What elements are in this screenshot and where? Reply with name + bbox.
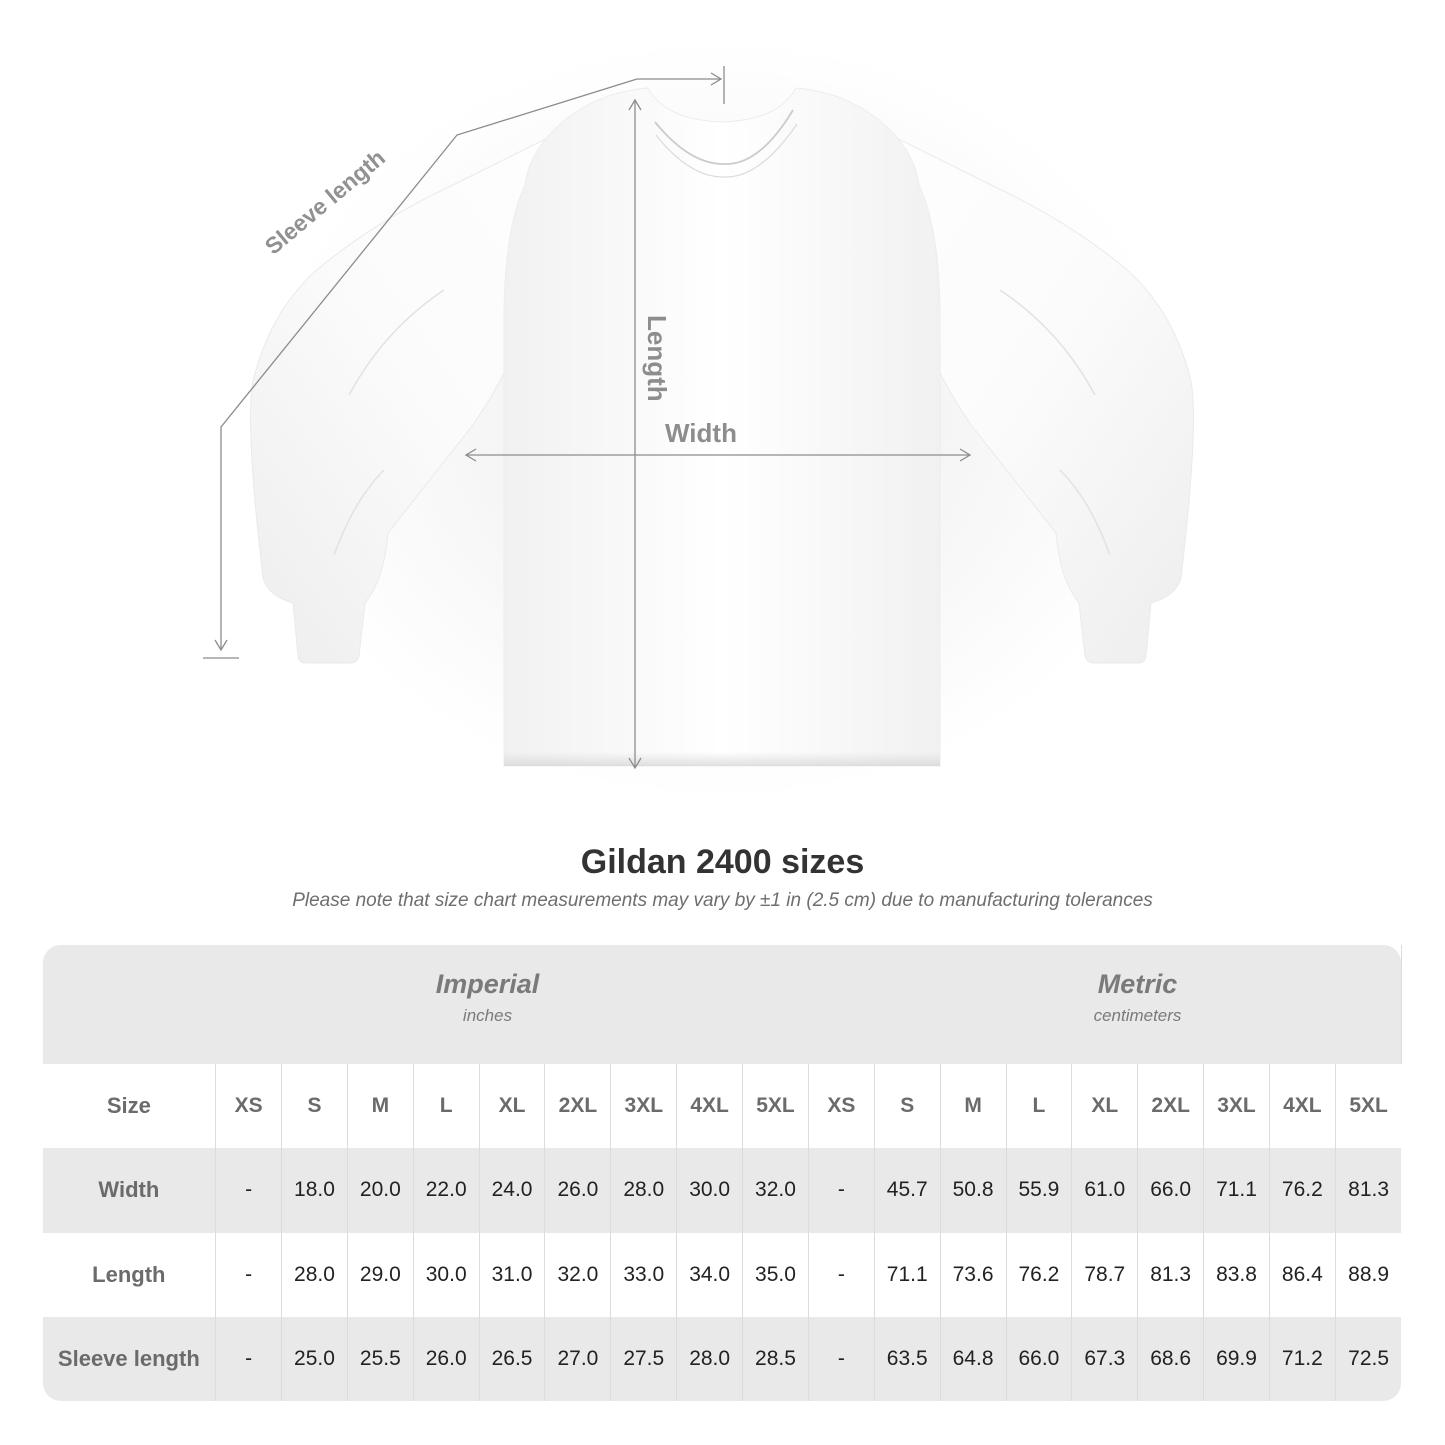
svg-text:Length: Length [642, 315, 672, 402]
svg-text:Width: Width [665, 418, 737, 448]
